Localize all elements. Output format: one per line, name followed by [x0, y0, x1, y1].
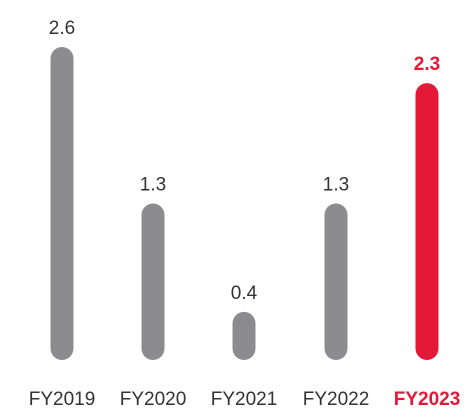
- bar-fy2020: [141, 203, 165, 360]
- category-label-fy2022: FY2022: [303, 389, 370, 410]
- value-label-fy2021: 0.4: [231, 283, 258, 304]
- bar-fy2023: [415, 83, 439, 360]
- value-label-fy2022: 1.3: [323, 175, 349, 196]
- category-label-fy2023: FY2023: [394, 389, 461, 410]
- bar-fy2021: [232, 311, 256, 360]
- category-label-fy2020: FY2020: [120, 389, 187, 410]
- value-label-fy2019: 2.6: [49, 18, 75, 39]
- bar-fy2022: [324, 203, 348, 360]
- bar-fy2019: [50, 47, 74, 360]
- value-label-fy2023: 2.3: [414, 54, 440, 75]
- category-label-fy2021: FY2021: [211, 389, 278, 410]
- value-label-fy2020: 1.3: [140, 175, 166, 196]
- category-label-fy2019: FY2019: [29, 389, 96, 410]
